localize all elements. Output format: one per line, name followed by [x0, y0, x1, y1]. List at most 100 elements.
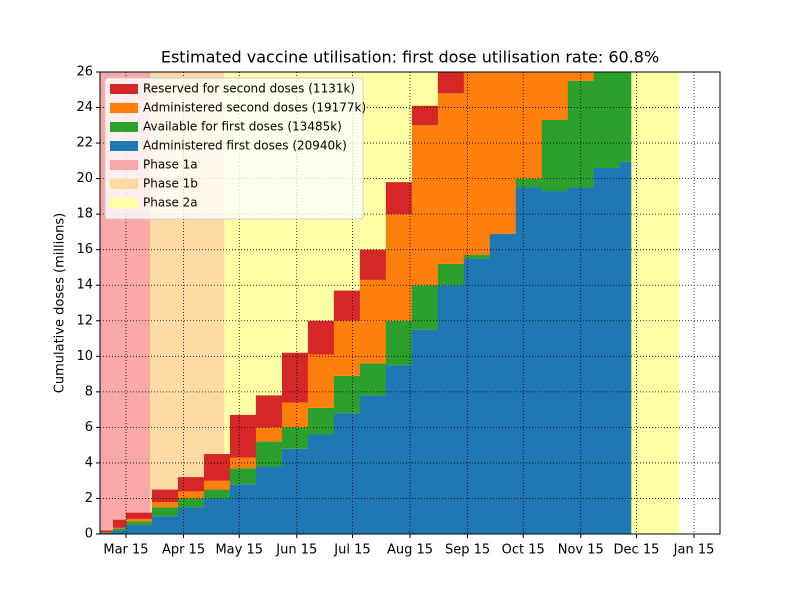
area-step [255, 441, 283, 467]
x-tick-label: Apr 15 [162, 543, 205, 558]
area-step [385, 320, 413, 366]
area-step [112, 527, 127, 529]
area-step [125, 521, 153, 526]
y-axis-label: Cumulative doses (millions) [53, 213, 68, 393]
area-step [411, 329, 439, 534]
area-step [385, 365, 413, 534]
area-step [203, 480, 231, 490]
x-tick-label: Nov 15 [558, 543, 604, 558]
y-tick-label: 4 [85, 455, 93, 470]
area-step [593, 72, 621, 168]
legend-swatch [110, 84, 138, 94]
area-step [333, 320, 361, 376]
area-step [333, 375, 361, 414]
area-step [307, 354, 335, 408]
area-step [593, 167, 621, 534]
area-step [567, 72, 595, 81]
area-step [437, 285, 465, 534]
area-step [177, 477, 205, 492]
area-step [385, 182, 413, 215]
x-tick-label: Mar 15 [103, 543, 148, 558]
area-step [359, 363, 387, 396]
area-step [255, 427, 283, 442]
area-step [203, 454, 231, 481]
area-step [112, 519, 127, 528]
area-step [437, 263, 465, 286]
area-step [411, 285, 439, 330]
area-step [177, 507, 205, 534]
legend-box [104, 77, 364, 220]
area-step [229, 457, 257, 469]
area-step [229, 414, 257, 458]
y-tick-label: 16 [76, 242, 93, 257]
area-step [151, 489, 179, 503]
legend-label: Phase 2a [143, 196, 198, 210]
area-step [359, 395, 387, 534]
area-step [203, 489, 231, 499]
legend-swatch [110, 160, 138, 170]
legend-label: Phase 1a [143, 158, 198, 172]
area-step [333, 290, 361, 321]
x-tick-label: Dec 15 [614, 543, 660, 558]
area-step [489, 233, 517, 534]
legend-swatch [110, 103, 138, 113]
legend-label: Administered second doses (19177k) [143, 101, 366, 115]
area-step [307, 434, 335, 534]
y-tick-label: 2 [85, 491, 93, 506]
area-step [177, 491, 205, 499]
area-step [151, 502, 179, 508]
legend-label: Phase 1b [143, 177, 198, 191]
area-step [464, 24, 490, 42]
y-tick-label: 22 [76, 136, 93, 151]
area-step [112, 528, 127, 531]
y-tick-label: 14 [76, 278, 93, 293]
area-step [125, 518, 153, 522]
area-step [255, 466, 283, 534]
area-step [125, 525, 153, 534]
chart-title: Estimated vaccine utilisation: first dos… [161, 48, 659, 67]
area-step [307, 407, 335, 435]
y-tick-label: 18 [76, 207, 93, 222]
x-tick-label: Jul 15 [333, 543, 370, 558]
x-tick-label: May 15 [215, 543, 263, 558]
area-step [411, 105, 439, 126]
area-step [333, 413, 361, 534]
y-tick-label: 8 [85, 384, 93, 399]
area-step [255, 395, 283, 428]
area-step [177, 498, 205, 508]
legend-swatch [110, 141, 138, 151]
area-step [385, 214, 413, 321]
y-tick-label: 6 [85, 420, 93, 435]
area-step [619, 161, 632, 534]
area-step [489, 72, 517, 234]
area-step [359, 249, 387, 280]
x-tick-label: Aug 15 [387, 543, 433, 558]
area-step [229, 484, 257, 534]
area-step [281, 448, 309, 534]
area-step [100, 532, 114, 534]
area-step [490, 3, 516, 21]
area-step [515, 187, 543, 534]
legend-label: Reserved for second doses (1131k) [143, 82, 355, 96]
area-step [463, 72, 491, 256]
area-step [203, 498, 231, 534]
area-step [411, 125, 439, 286]
y-tick-label: 10 [76, 349, 93, 364]
area-step [125, 512, 153, 519]
area-step [281, 402, 309, 428]
area-step [151, 516, 179, 534]
x-tick-label: Sep 15 [445, 543, 490, 558]
area-step [463, 255, 491, 259]
area-step [100, 530, 114, 533]
area-step [619, 72, 632, 162]
legend-swatch [110, 122, 138, 132]
y-tick-label: 24 [76, 100, 93, 115]
x-tick-label: Jan 15 [673, 543, 715, 558]
area-step [515, 72, 543, 179]
area-step [112, 530, 127, 534]
area-step [541, 191, 569, 534]
area-step [359, 279, 387, 364]
area-step [281, 427, 309, 449]
y-tick-label: 20 [76, 171, 93, 186]
